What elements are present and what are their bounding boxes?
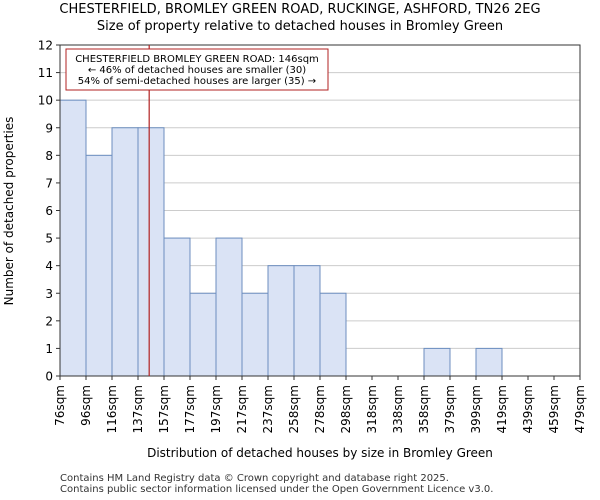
y-tick-label: 1 bbox=[45, 342, 53, 356]
x-tick-label: 479sqm bbox=[573, 385, 587, 433]
bar-157sqm bbox=[163, 237, 191, 377]
y-tick-label: 0 bbox=[45, 370, 53, 384]
x-tick-label: 137sqm bbox=[131, 385, 145, 433]
x-axis-ticks: 76sqm 96sqm 116sqm 137sqm 157sqm 177sqm 197sqm… bbox=[53, 376, 587, 433]
bar-358sqm bbox=[423, 347, 451, 377]
chart-subtitle: Size of property relative to detached ho… bbox=[96, 19, 504, 34]
x-tick-label: 399sqm bbox=[469, 385, 483, 433]
x-tick-label: 439sqm bbox=[521, 385, 535, 433]
x-tick-label: 237sqm bbox=[261, 385, 275, 433]
x-tick-label: 278sqm bbox=[313, 385, 327, 433]
bar-278sqm bbox=[319, 292, 347, 377]
y-tick-label: 4 bbox=[45, 259, 53, 273]
bar-76sqm bbox=[59, 99, 87, 377]
x-tick-label: 358sqm bbox=[417, 385, 431, 433]
y-tick-label: 9 bbox=[45, 121, 53, 135]
x-tick-label: 116sqm bbox=[105, 385, 119, 433]
x-tick-label: 96sqm bbox=[79, 385, 93, 426]
x-axis-label: Distribution of detached houses by size … bbox=[147, 446, 493, 460]
bar-96sqm bbox=[85, 154, 113, 377]
x-tick-label: 419sqm bbox=[495, 385, 509, 433]
annotation-box: CHESTERFIELD BROMLEY GREEN ROAD: 146sqm … bbox=[65, 48, 329, 91]
x-tick-label: 379sqm bbox=[443, 385, 457, 433]
x-tick-label: 318sqm bbox=[365, 385, 379, 433]
bar-258sqm bbox=[293, 265, 321, 377]
y-tick-label: 12 bbox=[38, 39, 53, 53]
x-tick-label: 459sqm bbox=[547, 385, 561, 433]
footer-line-1: Contains HM Land Registry data © Crown c… bbox=[60, 473, 449, 484]
y-tick-label: 10 bbox=[38, 94, 53, 108]
bar-197sqm bbox=[215, 237, 243, 377]
bars bbox=[59, 99, 503, 377]
y-tick-label: 6 bbox=[45, 204, 53, 218]
y-tick-label: 7 bbox=[45, 176, 53, 190]
bar-116sqm bbox=[111, 127, 139, 377]
x-tick-label: 197sqm bbox=[209, 385, 223, 433]
bar-217sqm bbox=[241, 292, 269, 377]
bar-237sqm bbox=[267, 265, 295, 377]
x-tick-label: 177sqm bbox=[183, 385, 197, 433]
chart-title: CHESTERFIELD, BROMLEY GREEN ROAD, RUCKIN… bbox=[59, 2, 541, 17]
y-axis-label: Number of detached properties bbox=[2, 117, 16, 306]
x-tick-label: 258sqm bbox=[287, 385, 301, 433]
x-tick-label: 76sqm bbox=[53, 385, 67, 426]
y-tick-label: 3 bbox=[45, 287, 53, 301]
annotation-line-3: 54% of semi-detached houses are larger (… bbox=[78, 76, 316, 87]
x-tick-label: 217sqm bbox=[235, 385, 249, 433]
y-tick-label: 2 bbox=[45, 314, 53, 328]
y-tick-label: 5 bbox=[45, 232, 53, 246]
bar-137sqm bbox=[137, 127, 165, 377]
x-tick-label: 157sqm bbox=[157, 385, 171, 433]
y-tick-label: 11 bbox=[38, 66, 53, 80]
y-tick-label: 8 bbox=[45, 149, 53, 163]
bar-399sqm bbox=[475, 347, 503, 377]
annotation-line-2: ← 46% of detached houses are smaller (30… bbox=[88, 65, 306, 76]
bar-177sqm bbox=[189, 292, 217, 377]
footer-attribution: Contains HM Land Registry data © Crown c… bbox=[60, 473, 493, 495]
plot-frame bbox=[59, 44, 581, 377]
footer-line-2: Contains public sector information licen… bbox=[60, 484, 494, 495]
annotation-line-1: CHESTERFIELD BROMLEY GREEN ROAD: 146sqm bbox=[75, 54, 319, 65]
x-tick-label: 298sqm bbox=[339, 385, 353, 433]
x-tick-label: 338sqm bbox=[391, 385, 405, 433]
